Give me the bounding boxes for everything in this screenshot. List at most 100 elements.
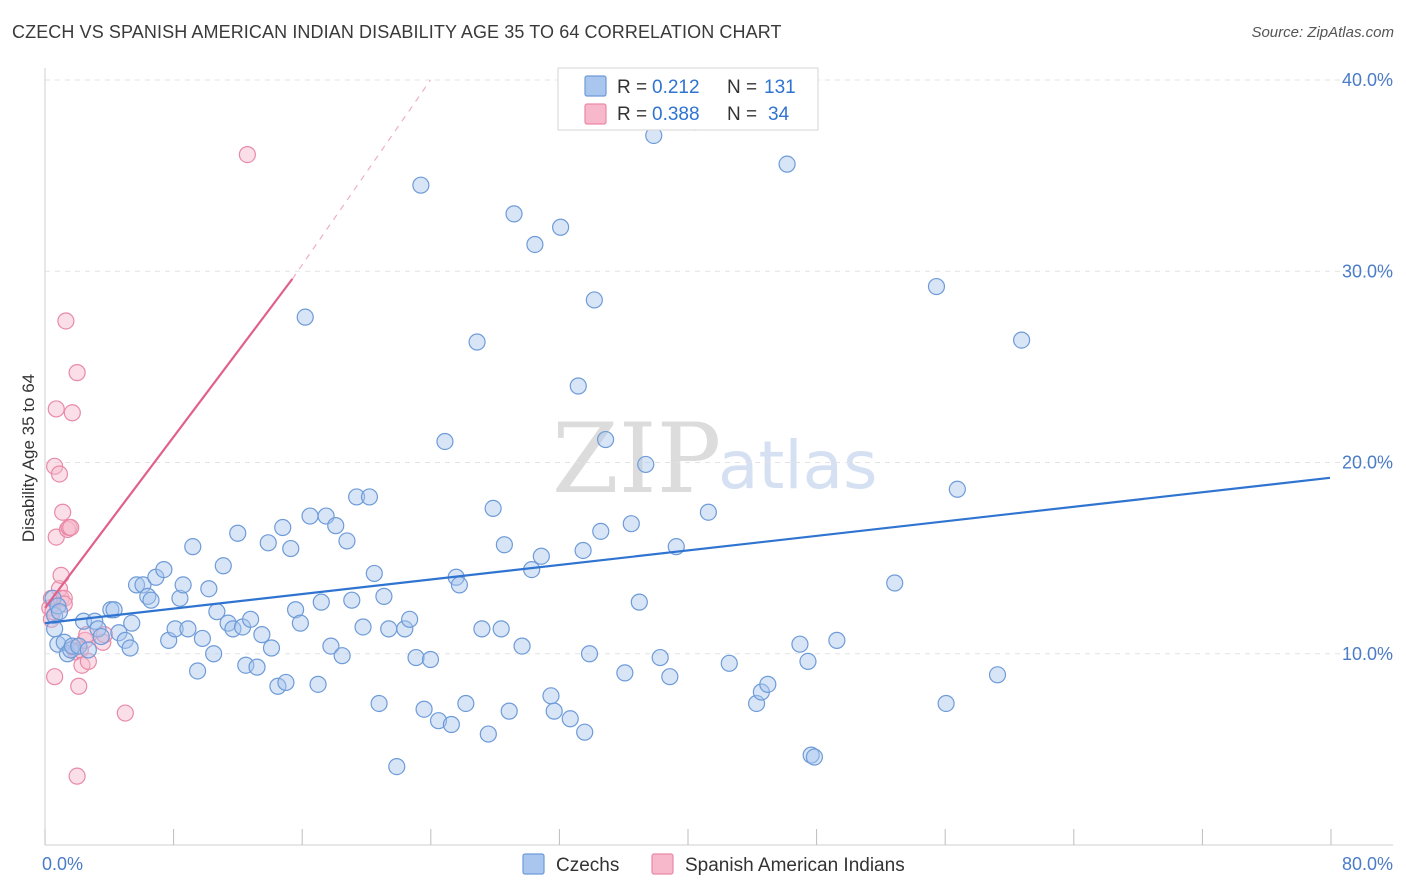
czech-point — [526, 235, 544, 254]
czech-point — [421, 650, 440, 669]
czech-point — [274, 518, 292, 537]
czech-point — [123, 614, 141, 632]
czech-point — [596, 430, 615, 449]
czech-point — [380, 620, 398, 638]
czech-point — [616, 664, 634, 682]
x-tick-labels: 0.0% 80.0% — [42, 854, 1393, 874]
watermark-zip: ZIP — [552, 403, 721, 515]
czech-point — [569, 377, 587, 395]
czech-point — [171, 589, 189, 607]
y-tick-labels: 10.0% 20.0% 30.0% 40.0% — [1342, 70, 1393, 664]
czech-point — [70, 637, 88, 655]
spanish-point — [54, 503, 72, 521]
legend-n-value-spanish: 34 — [768, 104, 790, 125]
czech-point — [127, 576, 146, 594]
watermark: ZIP atlas — [552, 403, 878, 515]
czech-point — [309, 675, 327, 693]
y-tick-label: 10.0% — [1342, 644, 1393, 664]
y-axis-label: Disability Age 35 to 64 — [19, 374, 38, 542]
czech-point — [1012, 331, 1031, 349]
czech-point — [495, 536, 513, 554]
czech-point — [576, 723, 594, 741]
spanish-trend-line — [44, 278, 294, 609]
czech-point — [205, 645, 223, 663]
czech-point — [296, 308, 314, 326]
czech-point — [360, 488, 379, 506]
legend-r-label-czechs: R = — [617, 77, 647, 98]
czech-point — [791, 635, 809, 653]
spanish-point — [68, 364, 86, 382]
czech-point — [429, 712, 448, 730]
czech-point — [479, 725, 497, 743]
czech-point — [200, 580, 218, 598]
czech-point — [291, 614, 309, 632]
czech-point — [505, 205, 523, 223]
czech-point — [699, 503, 717, 521]
czech-point — [948, 480, 966, 498]
czech-point — [333, 647, 351, 665]
czech-point — [50, 603, 69, 621]
czech-point — [105, 601, 123, 619]
czech-point — [500, 702, 518, 720]
czech-point — [229, 524, 247, 542]
czech-point — [322, 637, 340, 655]
gridlines — [45, 79, 1393, 655]
czech-point — [492, 620, 510, 638]
czech-point — [545, 702, 563, 720]
trend-lines — [44, 79, 1331, 625]
czech-point — [513, 637, 531, 655]
czech-point — [450, 576, 469, 594]
czech-point — [155, 560, 173, 579]
czech-point — [412, 176, 430, 194]
czech-point — [532, 547, 550, 565]
czech-point — [262, 639, 281, 657]
czech-point — [370, 694, 388, 713]
czech-points — [44, 113, 1031, 776]
czech-point — [988, 666, 1007, 684]
czech-point — [720, 654, 738, 672]
czech-point — [179, 620, 197, 638]
czech-point — [121, 639, 139, 657]
czech-point — [214, 557, 232, 575]
czech-trend-line — [44, 476, 1331, 625]
watermark-atlas: atlas — [718, 427, 878, 504]
spanish-point — [47, 400, 65, 418]
spanish-point — [57, 312, 75, 330]
spanish-point — [50, 465, 69, 483]
czech-point — [585, 291, 603, 309]
czech-point — [937, 694, 955, 713]
spanish-point — [116, 704, 134, 722]
czech-point — [248, 658, 266, 676]
spanish-point — [68, 767, 86, 785]
czech-point — [327, 517, 345, 535]
czech-point — [79, 641, 97, 659]
czech-point — [828, 631, 846, 649]
series-legend-swatch-spanish — [651, 853, 674, 875]
spanish-point — [62, 518, 80, 537]
spanish-trend-extension — [291, 79, 431, 280]
czech-point — [592, 522, 610, 540]
spanish-point — [52, 566, 70, 584]
czech-point — [269, 677, 287, 695]
czech-point — [407, 648, 425, 667]
czech-point — [927, 277, 946, 296]
czech-point — [301, 507, 319, 525]
czech-point — [184, 538, 202, 556]
czech-point — [542, 687, 560, 705]
source-credit: Source: ZipAtlas.com — [1251, 24, 1394, 41]
czech-point — [442, 715, 460, 734]
czech-point — [799, 652, 817, 671]
czech-point — [338, 532, 356, 550]
czech-point — [759, 675, 777, 693]
legend-n-label-spanish: N = — [727, 104, 757, 125]
legend-r-value-spanish: 0.388 — [652, 104, 700, 125]
spanish-point — [70, 677, 88, 695]
czech-point — [468, 333, 486, 351]
czech-point — [580, 645, 599, 663]
czech-point — [343, 591, 361, 609]
legend-swatch-spanish — [584, 103, 607, 125]
spanish-point — [46, 668, 64, 686]
y-tick-label: 30.0% — [1342, 261, 1393, 281]
czech-point — [561, 710, 579, 728]
czech-point — [174, 576, 192, 594]
